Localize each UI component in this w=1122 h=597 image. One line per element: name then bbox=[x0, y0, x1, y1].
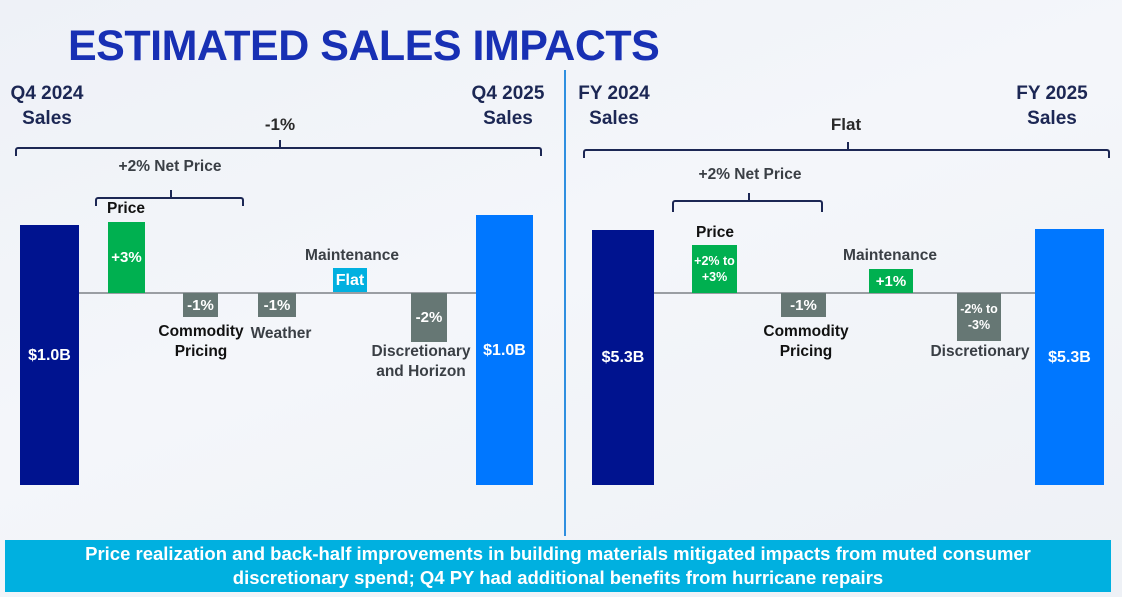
step-bar-maintenance: +1% bbox=[869, 269, 913, 293]
end-header-line2: Sales bbox=[1027, 108, 1077, 129]
total-change-label: Flat bbox=[830, 115, 862, 134]
total-change-label: -1% bbox=[264, 115, 296, 134]
start-header: Q4 2024 Sales bbox=[5, 81, 89, 131]
baseline bbox=[654, 292, 1035, 294]
total-brace bbox=[583, 142, 1110, 158]
step-value-line1: +2% to bbox=[694, 254, 735, 268]
step-label-discretionary: Discretionary and Horizon bbox=[371, 342, 470, 382]
step-label-maintenance: Maintenance bbox=[305, 247, 399, 264]
step-value-line2: +3% bbox=[701, 270, 728, 284]
step-label-price: Price bbox=[107, 200, 145, 217]
total-brace bbox=[15, 140, 542, 156]
step-bar-commodity: -1% bbox=[183, 293, 218, 317]
end-header-line1: FY 2025 bbox=[1016, 83, 1088, 104]
step-bar-discretionary: -2% to -3% bbox=[957, 293, 1001, 341]
end-bar: $5.3B bbox=[1035, 229, 1104, 485]
step-bar-discretionary: -2% bbox=[411, 293, 447, 342]
net-price-label: +2% Net Price bbox=[118, 158, 222, 175]
end-header-line1: Q4 2025 bbox=[471, 83, 545, 104]
step-label-commodity: Commodity Pricing bbox=[158, 322, 243, 362]
start-header: FY 2024 Sales bbox=[572, 81, 656, 131]
end-header: Q4 2025 Sales bbox=[464, 81, 552, 131]
start-header-line2: Sales bbox=[589, 108, 639, 129]
end-header-line2: Sales bbox=[483, 108, 533, 129]
step-label-weather: Weather bbox=[250, 325, 312, 342]
step-bar-maintenance: Flat bbox=[333, 268, 367, 292]
banner-line1: Price realization and back-half improvem… bbox=[85, 543, 1031, 564]
net-price-label: +2% Net Price bbox=[698, 166, 802, 183]
step-label-commodity: Commodity Pricing bbox=[763, 322, 848, 362]
step-bar-price: +3% bbox=[108, 222, 145, 293]
step-label-price: Price bbox=[696, 224, 734, 241]
start-header-line1: FY 2024 bbox=[578, 83, 650, 104]
net-price-brace bbox=[95, 190, 244, 206]
start-bar: $5.3B bbox=[592, 230, 654, 485]
step-bar-commodity: -1% bbox=[781, 293, 826, 317]
step-bar-weather: -1% bbox=[258, 293, 296, 317]
step-label-maintenance: Maintenance bbox=[843, 247, 937, 264]
end-bar: $1.0B bbox=[476, 215, 533, 485]
step-label-line1: Commodity bbox=[158, 323, 244, 340]
step-label-line1: Commodity bbox=[763, 323, 849, 340]
start-header-line2: Sales bbox=[22, 108, 72, 129]
step-label-line2: and Horizon bbox=[376, 363, 466, 380]
end-header: FY 2025 Sales bbox=[1008, 81, 1096, 131]
start-bar: $1.0B bbox=[20, 225, 79, 485]
step-label-line1: Discretionary bbox=[371, 343, 471, 360]
step-value-line1: -2% to bbox=[960, 302, 998, 316]
step-bar-price: +2% to +3% bbox=[692, 245, 737, 293]
step-label-discretionary: Discretionary bbox=[930, 343, 1030, 360]
start-header-line1: Q4 2024 bbox=[10, 83, 84, 104]
step-label-line2: Pricing bbox=[174, 343, 228, 360]
step-label-line2: Pricing bbox=[779, 343, 833, 360]
page-title: ESTIMATED SALES IMPACTS bbox=[68, 22, 660, 70]
net-price-brace bbox=[672, 193, 823, 212]
banner-line2: discretionary spend; Q4 PY had additiona… bbox=[232, 567, 884, 588]
summary-banner: Price realization and back-half improvem… bbox=[5, 540, 1111, 592]
step-value-line2: -3% bbox=[967, 318, 991, 332]
panel-divider bbox=[564, 70, 566, 536]
